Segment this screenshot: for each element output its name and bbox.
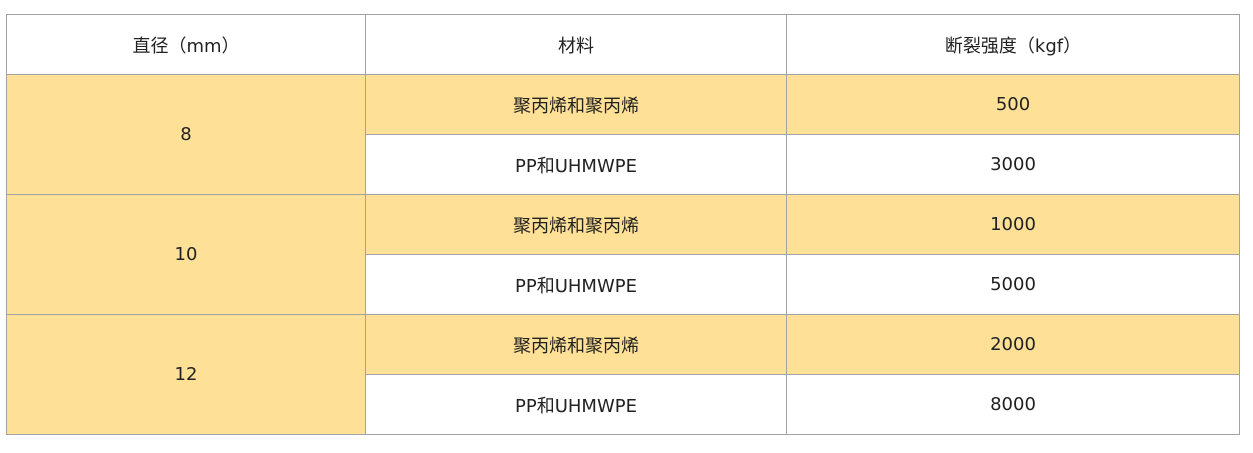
strength-cell: 2000	[786, 314, 1240, 375]
diameter-cell: 10	[6, 194, 366, 315]
diameter-cell: 12	[6, 314, 366, 435]
strength-cell: 3000	[786, 134, 1240, 195]
table-row: 12 聚丙烯和聚丙烯 2000	[6, 314, 1240, 435]
header-diameter: 直径（mm）	[6, 14, 366, 75]
strength-cell: 5000	[786, 254, 1240, 315]
material-cell: PP和UHMWPE	[365, 374, 787, 435]
strength-cell: 1000	[786, 194, 1240, 255]
header-strength: 断裂强度（kgf）	[786, 14, 1240, 75]
material-cell: 聚丙烯和聚丙烯	[365, 194, 787, 255]
material-cell: 聚丙烯和聚丙烯	[365, 74, 787, 135]
table-row: PP和UHMWPE 3000	[7, 134, 1240, 195]
strength-cell: 500	[786, 74, 1240, 135]
material-cell: PP和UHMWPE	[365, 134, 787, 195]
strength-cell: 8000	[786, 374, 1240, 435]
table-row: PP和UHMWPE 5000	[7, 254, 1240, 315]
material-cell: PP和UHMWPE	[365, 254, 787, 315]
material-cell: 聚丙烯和聚丙烯	[365, 314, 787, 375]
table-row: 8 聚丙烯和聚丙烯 500	[6, 74, 1240, 195]
header-material: 材料	[365, 14, 787, 75]
header-row: 直径（mm） 材料 断裂强度（kgf）	[6, 14, 1240, 75]
rope-strength-table: 直径（mm） 材料 断裂强度（kgf） 8 聚丙烯和聚丙烯 500 PP和UHM…	[6, 14, 1240, 435]
diameter-cell: 8	[6, 74, 366, 195]
table-row: PP和UHMWPE 8000	[7, 374, 1240, 435]
table-row: 10 聚丙烯和聚丙烯 1000	[6, 194, 1240, 315]
